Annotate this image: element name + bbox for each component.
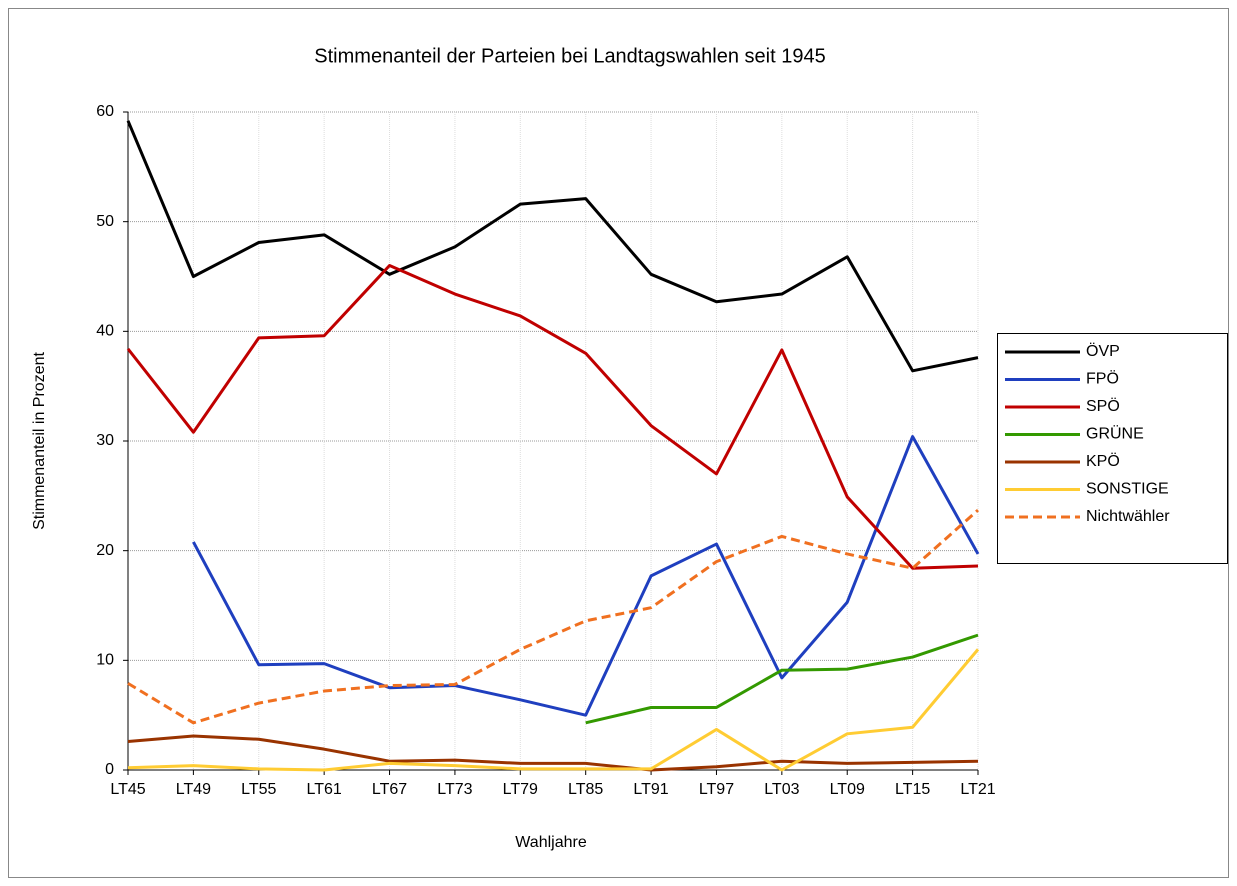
series-line <box>585 633 979 725</box>
legend-label: FPÖ <box>1086 370 1119 388</box>
legend-label: KPÖ <box>1086 452 1120 470</box>
y-tick-label: 20 <box>96 542 114 559</box>
x-tick-label: LT55 <box>241 781 276 798</box>
series-line <box>127 508 979 725</box>
legend-label: ÖVP <box>1086 342 1120 360</box>
x-tick-label: LT03 <box>764 781 799 798</box>
y-tick-label: 0 <box>105 761 114 778</box>
legend-box <box>997 333 1228 564</box>
x-tick-label: LT91 <box>633 781 668 798</box>
x-axis-label: Wahljahre <box>515 834 587 851</box>
y-tick-label: 10 <box>96 652 114 669</box>
x-tick-label: LT09 <box>830 781 865 798</box>
x-tick-label: LT97 <box>699 781 734 798</box>
x-tick-label: LT15 <box>895 781 930 798</box>
x-tick-label: LT79 <box>503 781 538 798</box>
x-tick-label: LT73 <box>437 781 472 798</box>
legend-label: Nichtwähler <box>1086 508 1170 525</box>
y-tick-label: 60 <box>96 103 114 120</box>
series-line <box>126 264 979 570</box>
x-tick-label: LT61 <box>307 781 342 798</box>
legend-label: GRÜNE <box>1086 425 1144 443</box>
x-tick-label: LT67 <box>372 781 407 798</box>
series-line <box>127 734 979 772</box>
x-tick-label: LT85 <box>568 781 603 798</box>
y-tick-label: 40 <box>96 323 114 340</box>
x-tick-label: LT45 <box>110 781 145 798</box>
legend-label: SPÖ <box>1086 397 1120 415</box>
y-tick-label: 50 <box>96 213 114 230</box>
y-tick-label: 30 <box>96 432 114 449</box>
series-line <box>126 120 979 373</box>
x-tick-label: LT49 <box>176 781 211 798</box>
x-tick-label: LT21 <box>960 781 995 798</box>
legend-label: SONSTIGE <box>1086 481 1169 498</box>
series-line <box>192 435 980 717</box>
chart-title: Stimmenanteil der Parteien bei Landtagsw… <box>314 45 825 67</box>
y-axis-label: Stimmenanteil in Prozent <box>31 352 48 530</box>
series-line <box>127 648 980 772</box>
